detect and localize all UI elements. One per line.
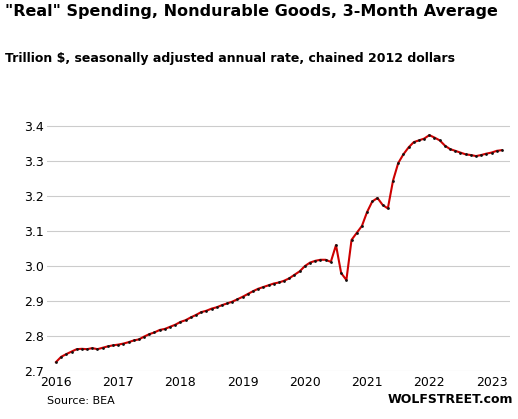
Point: [218, 302, 226, 308]
Point: [62, 351, 70, 357]
Point: [368, 198, 377, 205]
Point: [228, 298, 236, 305]
Point: [332, 242, 340, 248]
Text: Trillion $, seasonally adjusted annual rate, chained 2012 dollars: Trillion $, seasonally adjusted annual r…: [5, 52, 455, 65]
Point: [405, 144, 413, 151]
Point: [243, 291, 252, 297]
Point: [83, 346, 91, 352]
Point: [254, 285, 262, 292]
Point: [316, 256, 325, 263]
Point: [498, 147, 506, 153]
Point: [135, 336, 143, 343]
Point: [311, 257, 320, 264]
Point: [207, 305, 215, 312]
Point: [192, 312, 200, 318]
Point: [249, 288, 257, 295]
Point: [441, 142, 449, 149]
Point: [410, 139, 418, 145]
Point: [301, 263, 309, 269]
Point: [337, 270, 346, 277]
Point: [487, 149, 496, 156]
Point: [238, 293, 247, 300]
Point: [109, 342, 117, 349]
Point: [78, 346, 86, 352]
Point: [52, 359, 60, 365]
Point: [259, 284, 267, 290]
Point: [124, 339, 133, 346]
Point: [425, 132, 434, 138]
Point: [275, 279, 283, 286]
Point: [197, 309, 205, 316]
Point: [420, 135, 428, 142]
Point: [223, 300, 231, 307]
Point: [150, 329, 159, 336]
Point: [93, 346, 102, 352]
Point: [451, 147, 459, 154]
Point: [363, 209, 371, 215]
Point: [265, 282, 273, 289]
Point: [212, 304, 221, 310]
Point: [145, 331, 153, 337]
Point: [389, 177, 397, 184]
Point: [176, 318, 184, 325]
Point: [327, 259, 335, 265]
Point: [233, 296, 241, 303]
Point: [186, 314, 195, 321]
Point: [285, 275, 294, 282]
Point: [88, 345, 96, 352]
Point: [57, 354, 65, 360]
Point: [430, 134, 439, 141]
Point: [358, 222, 366, 229]
Point: [493, 147, 501, 154]
Point: [373, 195, 382, 202]
Point: [462, 151, 470, 158]
Point: [415, 137, 423, 144]
Point: [322, 256, 330, 263]
Point: [384, 205, 392, 212]
Point: [482, 150, 491, 157]
Point: [269, 280, 278, 287]
Point: [477, 152, 485, 158]
Point: [296, 268, 304, 275]
Point: [348, 236, 356, 243]
Point: [181, 317, 190, 323]
Text: WOLFSTREET.com: WOLFSTREET.com: [387, 393, 513, 406]
Point: [394, 160, 402, 166]
Point: [140, 333, 148, 340]
Point: [467, 152, 475, 158]
Point: [161, 326, 169, 332]
Point: [166, 323, 174, 330]
Point: [98, 344, 107, 351]
Point: [436, 137, 444, 144]
Point: [456, 149, 465, 156]
Point: [353, 230, 361, 236]
Point: [446, 146, 454, 153]
Point: [67, 348, 76, 355]
Point: [130, 337, 138, 344]
Point: [342, 277, 351, 283]
Text: Source: BEA: Source: BEA: [47, 396, 114, 406]
Point: [290, 272, 298, 278]
Point: [472, 153, 480, 160]
Point: [73, 346, 81, 352]
Point: [171, 321, 179, 328]
Point: [379, 202, 387, 208]
Point: [202, 308, 210, 314]
Point: [399, 151, 408, 158]
Point: [114, 341, 122, 348]
Point: [119, 340, 127, 347]
Text: "Real" Spending, Nondurable Goods, 3-Month Average: "Real" Spending, Nondurable Goods, 3-Mon…: [5, 4, 498, 19]
Point: [306, 259, 314, 266]
Point: [104, 343, 112, 350]
Point: [280, 277, 289, 284]
Point: [155, 327, 164, 334]
